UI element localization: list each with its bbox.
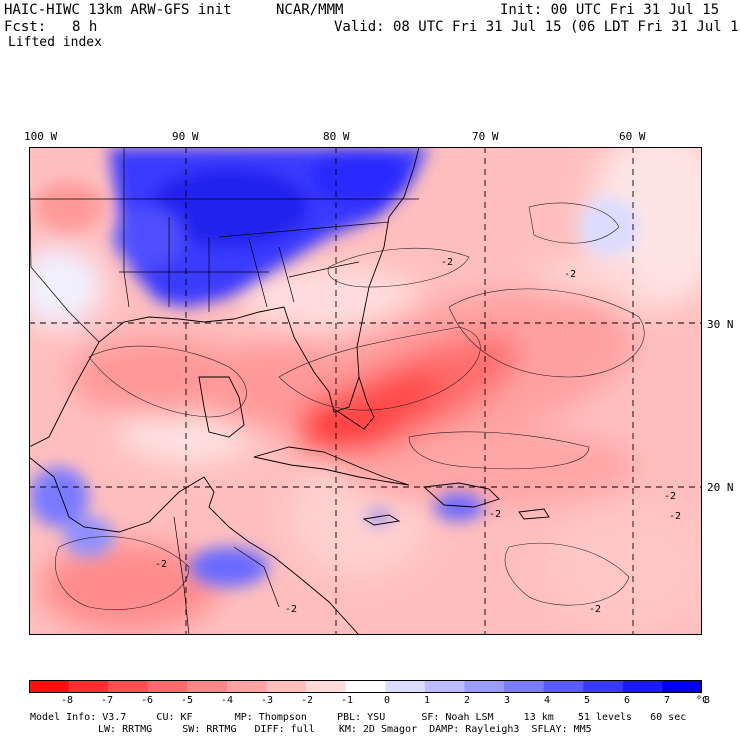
colorbar-swatch [385,680,426,693]
colorbar-swatch [226,680,268,693]
colorbar-swatch [306,680,347,693]
colorbar-tick-label: -5 [181,695,194,706]
model-title: HAIC-HIWC 13km ARW-GFS init [4,2,232,18]
lon-label-80w: 80 W [323,130,350,143]
fcst-value: 8 h [72,19,98,35]
map-frame [29,147,702,635]
colorbar-tick-label: -8 [61,695,74,706]
colorbar-swatch [543,680,584,693]
colorbar-swatch [345,680,386,693]
lifted-index-map: -2 -2 -2 -2 -2 -2 -2 -2 [29,147,702,635]
colorbar [29,680,702,693]
contour-label: -2 [489,509,501,520]
colorbar-swatch [504,680,545,693]
colorbar-tick-label: 4 [544,695,551,706]
contour-label: -2 [285,604,297,615]
colorbar-swatch [266,680,307,693]
colorbar-swatch [583,680,624,693]
colorbar-tick-label: 1 [424,695,431,706]
contour-label: -2 [589,604,601,615]
colorbar-swatch [622,680,663,693]
colorbar-tick-label: -6 [141,695,154,706]
colorbar-swatch [29,680,70,693]
colorbar-tick-label: 0 [384,695,391,706]
colorbar-swatch [662,680,702,693]
lon-label-90w: 90 W [172,130,199,143]
colorbar-tick-label: 6 [624,695,631,706]
field-shading [29,147,702,632]
colorbar-swatch [147,680,188,693]
fcst-label: Fcst: [4,19,47,35]
colorbar-swatch [464,680,505,693]
stable-region-shading [29,147,639,587]
colorbar-tick-label: -3 [261,695,274,706]
colorbar-tick-label: 7 [664,695,671,706]
contour-label: -2 [155,559,167,570]
colorbar-tick-label: 5 [584,695,591,706]
colorbar-tick-label: 8 [704,695,711,706]
colorbar-tick-label: -2 [301,695,314,706]
coastlines [29,147,550,635]
model-info-line2: LW: RRTMG SW: RRTMG DIFF: full KM: 2D Sm… [98,724,592,735]
lat-label-30n: 30 N [707,318,734,331]
colorbar-swatch [68,680,109,693]
colorbar-tick-label: 2 [464,695,471,706]
contour-label: -2 [441,257,453,268]
colorbar-swatch [187,680,228,693]
init-time: Init: 00 UTC Fri 31 Jul 15 [500,2,720,18]
lon-label-100w: 100 W [24,130,58,143]
valid-time: Valid: 08 UTC Fri 31 Jul 15 (06 LDT Fri … [334,19,740,35]
colorbar-tick-label: -7 [101,695,114,706]
colorbar-tick-label: -4 [221,695,234,706]
contour-label: -2 [669,511,681,522]
lon-label-70w: 70 W [472,130,499,143]
contour-lines [55,202,645,610]
colorbar-swatch [108,680,149,693]
colorbar-tick-label: -1 [341,695,354,706]
model-info-line1: Model Info: V3.7 CU: KF MP: Thompson PBL… [30,712,687,723]
colorbar-frame [29,680,702,693]
colorbar-tick-label: 3 [504,695,511,706]
contour-label: -2 [664,491,676,502]
lon-label-60w: 60 W [619,130,646,143]
org-label: NCAR/MMM [276,2,344,18]
lat-label-20n: 20 N [707,481,734,494]
colorbar-unit: °C [696,695,709,706]
field-name: Lifted index [8,35,102,50]
graticule [29,147,702,635]
contour-label: -2 [564,269,576,280]
colorbar-swatch [424,680,465,693]
